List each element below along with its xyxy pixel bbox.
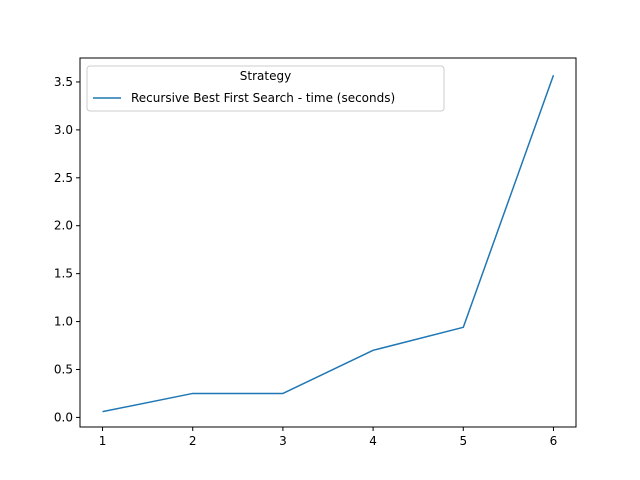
- y-tick-label: 1.0: [54, 315, 73, 329]
- legend-box: [86, 65, 445, 112]
- legend-title: Strategy: [240, 69, 291, 83]
- legend: Strategy Recursive Best First Search - t…: [86, 65, 445, 112]
- x-tick-label: 4: [369, 434, 377, 448]
- x-tick-label: 1: [99, 434, 107, 448]
- y-tick-label: 1.5: [54, 267, 73, 281]
- legend-series-label: Recursive Best First Search - time (seco…: [131, 91, 395, 105]
- series-line-0: [102, 74, 555, 413]
- axes-frame: [79, 57, 577, 428]
- x-tick-label: 6: [550, 434, 558, 448]
- y-tick-label: 3.5: [54, 75, 73, 89]
- y-tick-label: 3.0: [54, 123, 73, 137]
- y-tick-label: 2.0: [54, 219, 73, 233]
- y-tick-label: 0.0: [54, 410, 73, 424]
- y-tick-label: 0.5: [54, 362, 73, 376]
- y-tick-label: 2.5: [54, 171, 73, 185]
- x-tick-label: 5: [459, 434, 467, 448]
- x-tick-label: 2: [189, 434, 197, 448]
- x-tick-label: 3: [279, 434, 287, 448]
- plot-area: 1 2 3 4 5 6 0.0 0.5 1.0 1.5 2.0 2.5 3.0 3.5: [54, 57, 577, 448]
